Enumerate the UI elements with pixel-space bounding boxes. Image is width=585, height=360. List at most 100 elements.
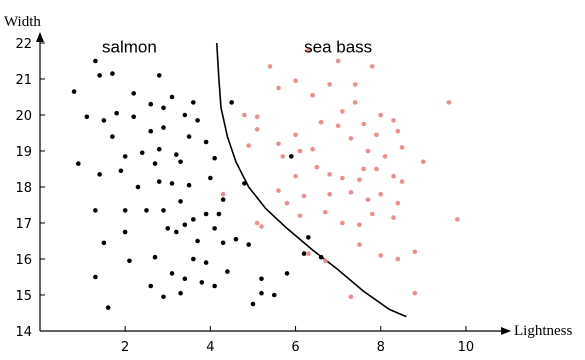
sea-bass-point — [391, 118, 396, 123]
x-tick-label: 8 — [377, 340, 385, 355]
y-tick-label: 20 — [15, 109, 32, 124]
sea-bass-point — [446, 100, 452, 105]
sea-bass-point — [365, 148, 371, 154]
sea-bass-point — [352, 100, 358, 105]
sea-bass-point — [220, 191, 226, 197]
salmon-point — [178, 290, 183, 296]
salmon-point — [110, 134, 115, 139]
sea-bass-point — [348, 294, 354, 300]
salmon-point — [105, 305, 111, 310]
sea-bass-point — [276, 141, 281, 147]
salmon-point — [203, 139, 209, 145]
salmon-point — [182, 276, 188, 282]
sea-bass-point — [276, 85, 281, 91]
sea-bass-point — [361, 121, 367, 127]
salmon-point — [93, 274, 98, 280]
y-tick-label: 18 — [15, 181, 32, 196]
salmon-point — [246, 242, 252, 247]
sea-bass-point — [391, 173, 396, 179]
salmon-point — [131, 114, 137, 120]
salmon-point — [212, 226, 217, 231]
sea-bass-point — [335, 123, 341, 129]
salmon-point — [271, 292, 277, 298]
salmon-point — [182, 222, 188, 228]
salmon-point — [93, 58, 98, 64]
sea-bass-point — [378, 191, 384, 197]
sea-bass-point — [382, 154, 388, 159]
salmon-point — [173, 229, 179, 235]
salmon-point — [93, 208, 98, 213]
sea-bass-point — [412, 290, 418, 296]
sea-bass-point — [310, 92, 315, 98]
sea-bass-point — [395, 200, 401, 206]
sea-bass-point — [374, 132, 379, 138]
salmon-point — [101, 118, 107, 123]
salmon-point — [225, 269, 230, 274]
salmon-point — [161, 208, 166, 213]
salmon-point — [259, 276, 264, 282]
salmon-point — [212, 283, 217, 289]
salmon-point — [161, 294, 166, 300]
salmon-point — [306, 235, 311, 240]
salmon-point — [84, 114, 90, 120]
y-tick-label: 19 — [15, 145, 32, 160]
y-axis-title: Width — [4, 14, 41, 30]
salmon-point — [191, 256, 196, 262]
sea-bass-point — [348, 190, 354, 195]
y-tick-label: 21 — [15, 73, 32, 88]
sea-bass-point — [412, 249, 418, 255]
y-tick-label: 22 — [15, 37, 32, 52]
sea-bass-point — [276, 188, 281, 193]
x-tick-label: 4 — [206, 340, 214, 355]
sea-bass-point — [254, 114, 260, 120]
salmon-point — [233, 236, 239, 242]
sea-bass-point — [293, 78, 298, 84]
salmon-point — [114, 110, 119, 116]
sea-bass-point — [361, 166, 367, 172]
salmon-point — [284, 271, 290, 276]
sea-bass-point — [357, 222, 362, 228]
salmon-point — [186, 182, 192, 188]
sea-bass-point — [391, 215, 396, 220]
salmon-point — [169, 181, 175, 186]
ticks: 2 4 6 8 10 14 15 16 17 18 19 20 21 22 — [15, 37, 474, 355]
salmon-point — [110, 71, 115, 76]
salmon-point — [161, 125, 166, 130]
salmon-point — [195, 118, 200, 123]
sea-bass-point — [399, 179, 405, 184]
salmon-point — [122, 208, 128, 213]
salmon-point — [216, 211, 222, 217]
salmon-point — [186, 134, 192, 139]
x-axis-title: Lightness — [514, 323, 572, 339]
salmon-point — [203, 211, 209, 217]
axes — [36, 32, 511, 335]
sea-bass-point — [310, 146, 315, 152]
sea-bass-point — [293, 132, 298, 138]
annotation-sea-bass: sea bass — [304, 38, 372, 57]
salmon-point — [173, 152, 179, 157]
salmon-point — [178, 199, 183, 204]
salmon-point — [71, 89, 77, 94]
salmon-point — [288, 154, 294, 159]
sea-bass-point — [297, 213, 303, 219]
sea-bass-point — [293, 173, 298, 179]
salmon-point — [122, 154, 128, 159]
salmon-point — [148, 283, 154, 289]
salmon-point — [318, 254, 324, 260]
sea-bass-point — [399, 145, 405, 150]
y-tick-label: 15 — [15, 289, 32, 304]
salmon-point — [208, 175, 213, 181]
salmon-point — [156, 179, 162, 184]
sea-bass-point — [318, 119, 324, 125]
salmon-point — [165, 226, 171, 231]
sea-bass-point — [284, 200, 290, 206]
sea-bass-point — [254, 220, 260, 226]
salmon-point — [122, 229, 128, 235]
x-tick-label: 2 — [121, 340, 129, 355]
sea-bass-point — [365, 197, 371, 202]
salmon-point — [156, 146, 162, 152]
salmon-point — [118, 168, 124, 174]
sea-bass-point — [369, 64, 375, 69]
annotation-salmon: salmon — [102, 38, 157, 57]
salmon-point — [199, 280, 205, 285]
